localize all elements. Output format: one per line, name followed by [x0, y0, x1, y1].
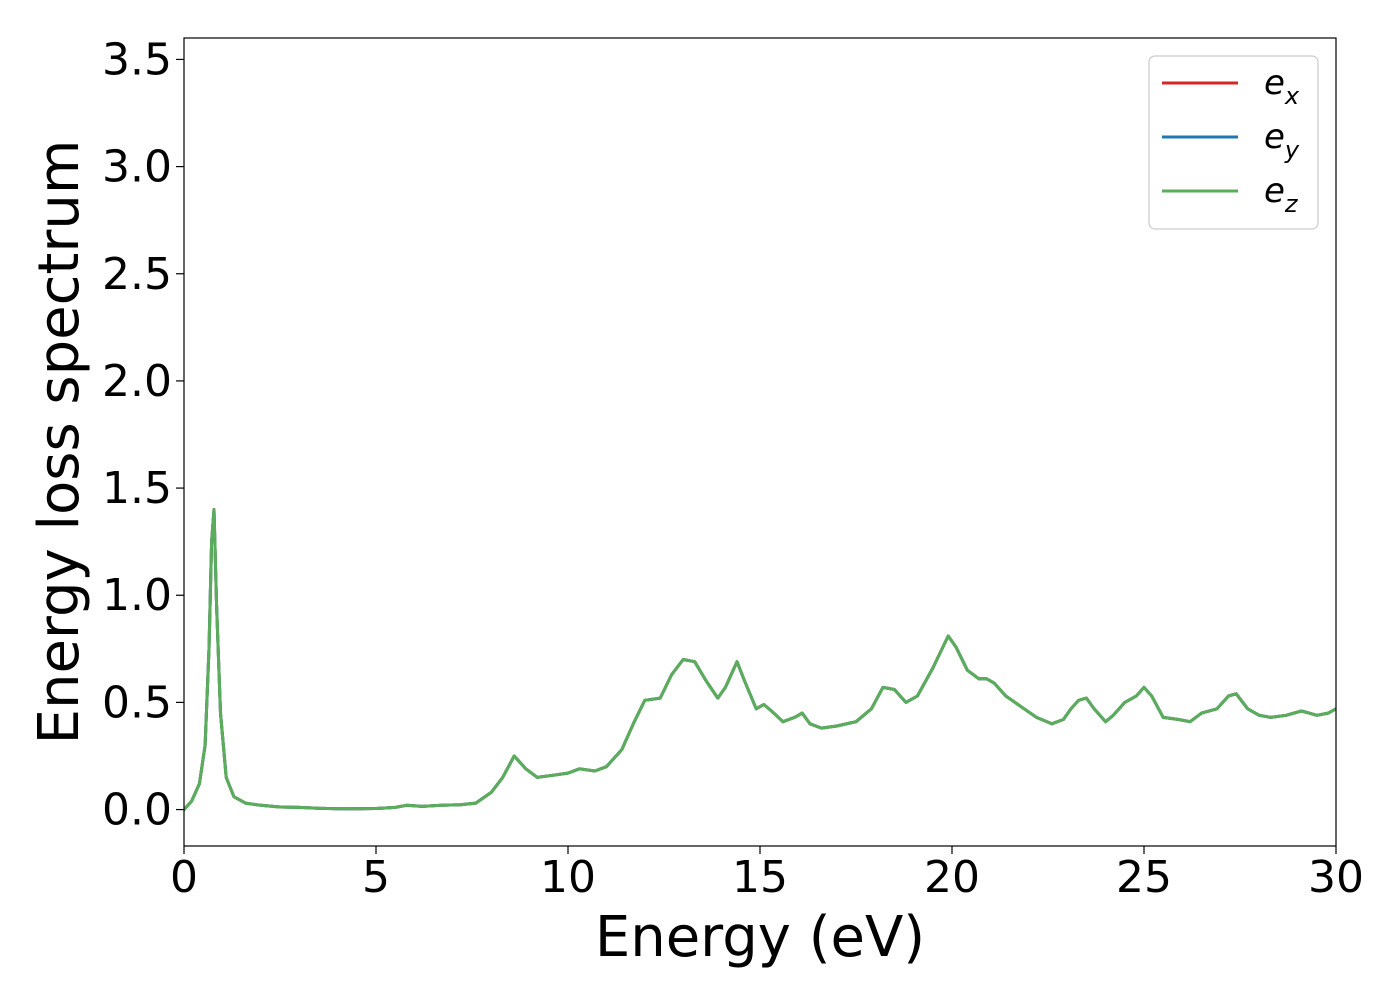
x-axis: 0 5 10 15 20 25 30 [170, 846, 1364, 903]
legend: ex ey ez [1148, 55, 1319, 230]
x-tick-label: 5 [362, 852, 390, 903]
y-tick-label: 1.0 [102, 570, 172, 621]
legend-label: ey [1264, 117, 1300, 164]
legend-label: ex [1264, 63, 1300, 110]
legend-item-e-y: ey [1162, 117, 1300, 164]
legend-item-e-z: ez [1162, 171, 1299, 218]
y-tick-label: 2.0 [102, 356, 172, 407]
x-tick-label: 30 [1308, 852, 1364, 903]
legend-label: ez [1264, 171, 1299, 218]
x-tick-label: 0 [170, 852, 198, 903]
x-tick-label: 25 [1116, 852, 1172, 903]
y-tick-label: 0.5 [102, 677, 172, 728]
y-tick-label: 3.0 [102, 142, 172, 193]
plot-area [184, 508, 1336, 812]
x-tick-label: 15 [732, 852, 788, 903]
y-tick-label: 0.0 [102, 785, 172, 836]
x-axis-label: Energy (eV) [595, 905, 925, 970]
y-tick-label: 1.5 [102, 463, 172, 514]
y-tick-label: 3.5 [102, 34, 172, 85]
x-tick-label: 10 [540, 852, 596, 903]
x-tick-label: 20 [924, 852, 980, 903]
y-tick-label: 2.5 [102, 249, 172, 300]
legend-box [1148, 55, 1319, 230]
series-line-e-y [184, 508, 1336, 812]
legend-item-e-x: ex [1162, 63, 1300, 110]
series-line-e-z [184, 508, 1336, 812]
series-line-e-x [184, 508, 1336, 812]
y-axis: 0.0 0.5 1.0 1.5 2.0 2.5 3.0 3.5 [102, 34, 184, 836]
y-axis-label: Energy loss spectrum [27, 140, 92, 745]
